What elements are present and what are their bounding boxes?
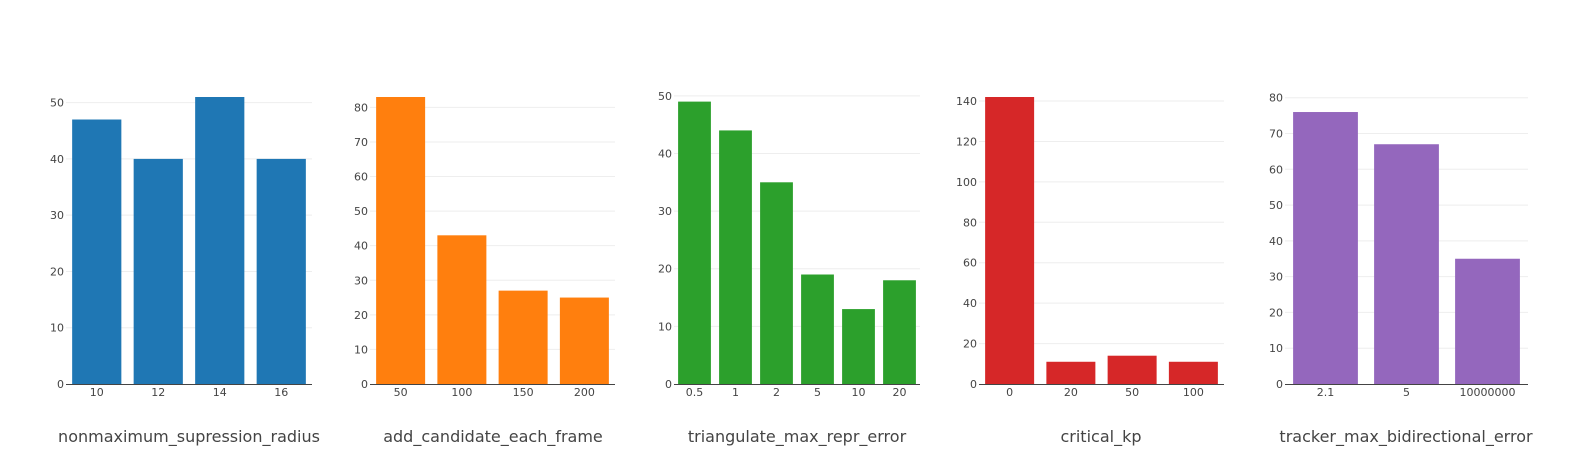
y-tick-label: 30 [50, 209, 64, 222]
chart-panel: 0 10 20 30 40 50 0.5 1 2 5 10 20 triangulate_max_rep… [658, 90, 920, 447]
bar [883, 280, 916, 384]
y-tick-label: 80 [354, 101, 368, 114]
y-tick-label: 30 [1269, 271, 1283, 284]
y-tick-label: 0 [970, 378, 977, 391]
x-tick-label: 100 [1183, 386, 1204, 399]
y-tick-label: 10 [50, 322, 64, 335]
bar [719, 130, 752, 384]
y-tick-label: 20 [1269, 306, 1283, 319]
chart-panel: 0 20 40 60 80 100 120 140 0 20 50 100 critical_kp [956, 95, 1224, 447]
y-tick-label: 20 [354, 309, 368, 322]
y-tick-label: 40 [963, 297, 977, 310]
x-tick-label: 2.1 [1317, 386, 1335, 399]
y-tick-label: 40 [50, 153, 64, 166]
chart-panel: 0 10 20 30 40 50 60 70 80 2.1 5 10000000 tracker_max… [1269, 92, 1533, 447]
bar [256, 158, 306, 384]
x-axis-title: triangulate_max_repr_error [688, 427, 907, 447]
y-tick-label: 100 [956, 176, 977, 189]
y-tick-label: 50 [354, 205, 368, 218]
x-tick-label: 150 [513, 386, 534, 399]
bar [72, 119, 122, 385]
x-axis-title: add_candidate_each_frame [383, 427, 603, 447]
bar [559, 297, 609, 384]
chart-panel: 0 10 20 30 40 50 10 12 14 16 nonmaximum_supression… [50, 97, 320, 447]
chart-panel: 0 10 20 30 40 50 60 70 80 50 100 150 200 add_candidat… [354, 97, 615, 447]
y-tick-label: 50 [50, 97, 64, 110]
y-tick-label: 0 [361, 378, 368, 391]
x-tick-label: 10 [90, 386, 104, 399]
y-tick-label: 40 [354, 240, 368, 253]
x-tick-label: 5 [814, 386, 821, 399]
y-tick-label: 50 [1269, 199, 1283, 212]
bar [842, 309, 875, 384]
x-tick-label: 16 [274, 386, 288, 399]
y-tick-label: 0 [1276, 378, 1283, 391]
bar [376, 97, 426, 384]
bar [1455, 258, 1520, 384]
y-tick-label: 60 [963, 257, 977, 270]
bar [985, 97, 1035, 384]
bar [760, 182, 793, 384]
x-tick-label: 5 [1403, 386, 1410, 399]
bar [498, 290, 548, 384]
x-tick-label: 50 [1125, 386, 1139, 399]
x-tick-label: 200 [574, 386, 595, 399]
bar [133, 158, 183, 384]
bar [801, 274, 834, 384]
bar [678, 101, 711, 384]
bar [1293, 112, 1358, 385]
bar [1374, 144, 1439, 384]
bar [437, 235, 487, 384]
y-tick-label: 60 [1269, 163, 1283, 176]
bar [1168, 361, 1218, 384]
x-tick-label: 20 [893, 386, 907, 399]
x-tick-label: 14 [213, 386, 227, 399]
x-tick-label: 12 [151, 386, 165, 399]
y-tick-label: 70 [354, 136, 368, 149]
y-tick-label: 10 [354, 343, 368, 356]
y-tick-label: 20 [50, 265, 64, 278]
y-tick-label: 140 [956, 95, 977, 108]
y-tick-label: 30 [658, 205, 672, 218]
x-tick-label: 20 [1064, 386, 1078, 399]
y-tick-label: 0 [57, 378, 64, 391]
y-tick-label: 40 [1269, 235, 1283, 248]
y-tick-label: 20 [658, 263, 672, 276]
x-tick-label: 0.5 [686, 386, 704, 399]
x-axis-title: critical_kp [1060, 427, 1141, 447]
y-tick-label: 80 [1269, 92, 1283, 105]
bar [1046, 361, 1096, 384]
y-tick-label: 80 [963, 216, 977, 229]
x-tick-label: 1 [732, 386, 739, 399]
x-tick-label: 50 [394, 386, 408, 399]
y-tick-label: 40 [658, 147, 672, 160]
x-tick-label: 0 [1006, 386, 1013, 399]
bar [195, 97, 245, 384]
x-tick-label: 10 [852, 386, 866, 399]
y-tick-label: 0 [665, 378, 672, 391]
x-axis-title: tracker_max_bidirectional_error [1279, 427, 1533, 447]
y-tick-label: 50 [658, 90, 672, 103]
y-tick-label: 10 [1269, 342, 1283, 355]
x-axis-title: nonmaximum_supression_radius [58, 427, 320, 447]
x-tick-label: 2 [773, 386, 780, 399]
x-tick-label: 100 [451, 386, 472, 399]
y-tick-label: 10 [658, 320, 672, 333]
y-tick-label: 120 [956, 135, 977, 148]
y-tick-label: 70 [1269, 128, 1283, 141]
y-tick-label: 60 [354, 171, 368, 184]
x-tick-label: 10000000 [1460, 386, 1516, 399]
y-tick-label: 20 [963, 338, 977, 351]
y-tick-label: 30 [354, 274, 368, 287]
bar [1107, 355, 1157, 384]
